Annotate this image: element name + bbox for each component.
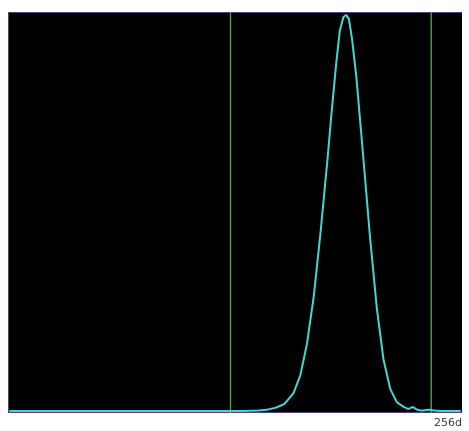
plot-background [8,12,462,413]
histogram-curve [9,14,461,412]
corner-label: 256d [434,416,462,429]
